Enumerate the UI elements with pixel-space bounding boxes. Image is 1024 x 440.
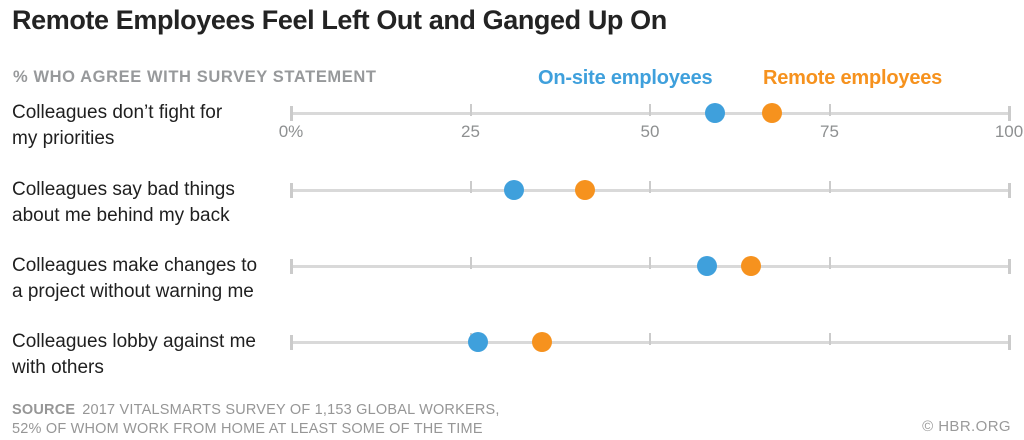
remote-dot [762,103,783,123]
category-label: Colleagues say bad things about me behind… [12,177,284,228]
category-label-line: Colleagues say bad things [12,179,235,200]
axis-tick [469,104,472,116]
category-label-line: Colleagues make changes to [12,255,258,276]
remote-dot [532,332,553,352]
axis-tick [1007,335,1011,350]
category-label-line: my priorities [12,127,115,149]
axis-tick [649,181,651,193]
axis-tick [1007,259,1011,274]
category-label-line: a project without warning me [12,280,254,302]
onsite-dot [697,256,718,276]
category-label-line: with others [12,356,104,378]
legend-onsite-label: On-site employees [538,67,713,89]
axis-caption: % WHO AGREE WITH SURVEY STATEMENT [13,68,377,86]
category-label: Colleagues lobby against me with others [12,329,284,380]
axis-tick [289,259,293,274]
source-line-2: 52% OF WHOM WORK FROM HOME AT LEAST SOME… [12,421,483,437]
axis-tick [289,106,293,121]
axis-tick-label: 25 [461,122,480,141]
axis-tick [828,104,831,116]
axis-tick [1007,106,1011,121]
axis-tick-label: 50 [640,122,660,141]
onsite-dot [467,332,488,352]
axis-tick [649,257,651,269]
category-label: Colleagues don’t fight for my priorities [12,100,284,151]
onsite-dot [704,103,725,123]
axis-tick [469,257,472,269]
axis-tick [828,257,831,269]
onsite-dot [503,180,524,200]
chart-title: Remote Employees Feel Left Out and Gange… [12,5,667,35]
axis-tick [649,104,651,116]
source-line-1: SOURCE 2017 VITALSMARTS SURVEY OF 1,153 G… [12,401,500,420]
axis-tick [289,183,293,198]
category-label: Colleagues make changes to a project with… [12,253,284,304]
category-label-line: about me behind my back [12,204,230,226]
category-label-line: Colleagues lobby against me [12,331,256,352]
legend-remote-label: Remote employees [763,67,943,89]
axis-tick-label: 100 [994,122,1024,141]
axis-tick-label: 0% [278,122,304,141]
axis-tick-label: 75 [820,122,839,141]
remote-dot [740,256,761,276]
category-label-line: Colleagues don’t fight for [12,102,223,123]
remote-dot [575,180,596,200]
hbr-credit: © HBR.ORG [922,418,1011,435]
source-note: SOURCE 2017 VITALSMARTS SURVEY OF 1,153 G… [12,401,500,439]
axis-tick [828,333,831,345]
axis-tick [469,181,472,193]
axis-tick [1007,183,1011,198]
source-label: SOURCE [12,402,76,418]
axis-tick [649,333,651,345]
axis-tick [828,181,831,193]
axis-tick [289,335,293,350]
source-text-1: 2017 VITALSMARTS SURVEY OF 1,153 GLOBAL … [82,402,500,418]
